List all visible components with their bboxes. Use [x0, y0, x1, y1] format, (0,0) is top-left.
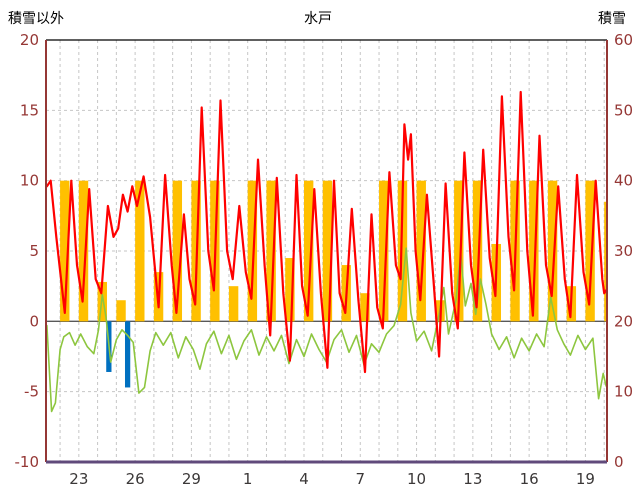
y-left-tick-label: 5 [29, 242, 39, 260]
y-left-tick-label: 20 [20, 31, 39, 49]
y-right-tick-label: 0 [614, 453, 624, 471]
blue-bars-bar [124, 321, 131, 388]
sunshine-bars-bar [322, 180, 333, 322]
x-tick-label: 1 [243, 470, 253, 488]
sunshine-bars-bar [303, 180, 314, 322]
y-right-tick-label: 60 [614, 31, 633, 49]
y-left-tick-label: 0 [29, 312, 39, 330]
sunshine-bars-bar [472, 180, 483, 322]
right-axis-title: 積雪 [598, 11, 626, 27]
x-tick-label: 16 [520, 470, 539, 488]
sunshine-bars-bar [247, 180, 258, 322]
x-tick-label: 23 [69, 470, 88, 488]
sunshine-bars-bar [228, 286, 239, 322]
sunshine-bars-bar [397, 180, 408, 322]
y-left-tick-label: -5 [24, 383, 39, 401]
green-line [46, 247, 607, 413]
left-axis-title: 積雪以外 [8, 11, 64, 27]
sunshine-bars-bar [454, 180, 464, 322]
y-right-tick-label: 10 [614, 383, 633, 401]
sunshine-bars-bar [604, 201, 607, 322]
x-tick-label: 7 [355, 470, 365, 488]
sunshine-bars-bar [78, 180, 89, 322]
x-tick-label: 13 [463, 470, 482, 488]
x-tick-label: 4 [299, 470, 309, 488]
sunshine-bars-bar [60, 180, 70, 322]
sunshine-bars-bar [585, 180, 595, 322]
sunshine-bars-bar [379, 180, 389, 322]
x-tick-label: 26 [126, 470, 145, 488]
x-tick-label: 29 [182, 470, 201, 488]
sunshine-bars-bar [116, 300, 126, 322]
y-left-tick-label: 10 [20, 172, 39, 190]
sunshine-bars-bar [547, 180, 558, 322]
y-right-tick-label: 30 [614, 242, 633, 260]
sunshine-bars-bar [416, 180, 426, 322]
y-right-tick-label: 50 [614, 101, 633, 119]
x-tick-label: 19 [576, 470, 595, 488]
sunshine-bars-bar [360, 293, 370, 322]
sunshine-bars-bar [529, 180, 539, 322]
y-left-tick-label: -10 [15, 453, 40, 471]
temperature-line [46, 90, 607, 374]
sunshine-bars-bar [266, 180, 276, 322]
chart-title: 水戸 [304, 11, 332, 27]
x-tick-label: 10 [407, 470, 426, 488]
y-right-tick-label: 40 [614, 172, 633, 190]
y-right-tick-label: 20 [614, 312, 633, 330]
y-left-tick-label: 15 [20, 101, 39, 119]
sunshine-bars-bar [135, 180, 145, 322]
sunshine-bars-bar [285, 258, 295, 322]
sunshine-bars-bar [172, 180, 183, 322]
